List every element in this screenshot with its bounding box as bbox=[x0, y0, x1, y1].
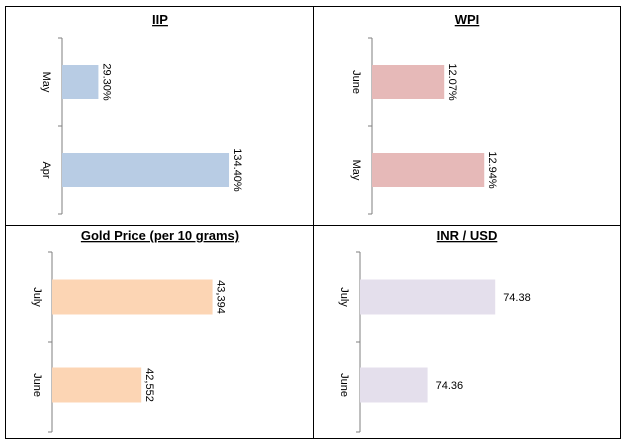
data-label: 134.40% bbox=[231, 148, 243, 192]
bar-june bbox=[372, 65, 445, 99]
chart-title: WPI bbox=[455, 12, 480, 27]
data-label: 29.30% bbox=[100, 63, 112, 101]
grid-horizontal-divider bbox=[6, 225, 620, 226]
category-label: June bbox=[350, 70, 362, 94]
chart-panel-4: INR / USD July 74.38 June 74.36 bbox=[338, 228, 531, 433]
category-label: Apr bbox=[40, 161, 52, 178]
chart-grid bbox=[5, 6, 621, 439]
bar-may bbox=[372, 153, 485, 187]
chart-panel-2: WPI June 12.07% May 12.94% bbox=[350, 12, 498, 215]
bar-apr bbox=[62, 153, 230, 187]
category-label: July bbox=[31, 287, 43, 307]
bar-may bbox=[62, 65, 99, 99]
chart-title: IIP bbox=[152, 12, 168, 27]
bar-june bbox=[360, 367, 428, 403]
bar-july bbox=[52, 279, 213, 315]
data-label: 74.36 bbox=[436, 380, 464, 392]
chart-title: Gold Price (per 10 grams) bbox=[81, 228, 239, 243]
chart-panel-3: Gold Price (per 10 grams) July 43,394 June 4… bbox=[31, 228, 239, 433]
data-label: 12.07% bbox=[446, 63, 458, 101]
category-label: June bbox=[31, 373, 43, 397]
data-label: 74.38 bbox=[503, 292, 531, 304]
category-label: May bbox=[350, 160, 362, 181]
data-label: 43,394 bbox=[215, 280, 227, 314]
bar-july bbox=[360, 279, 496, 315]
chart-title: INR / USD bbox=[437, 228, 498, 243]
grid-vertical-divider bbox=[313, 7, 314, 438]
data-label: 12.94% bbox=[486, 151, 498, 189]
bar-june bbox=[52, 367, 142, 403]
chart-panel-1: IIP May 29.30% Apr 134.40% bbox=[40, 12, 243, 215]
data-label: 42,552 bbox=[143, 368, 155, 402]
category-label: July bbox=[338, 287, 350, 307]
category-label: June bbox=[338, 373, 350, 397]
category-label: May bbox=[40, 72, 52, 93]
